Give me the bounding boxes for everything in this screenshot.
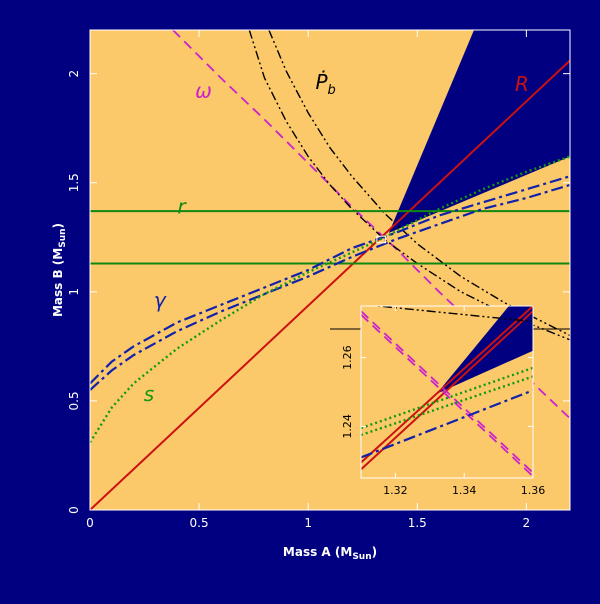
main-x-tick-label-0: 0: [86, 516, 94, 530]
curve-label-5-text: s: [144, 382, 154, 406]
inset-series-3-line: [361, 313, 533, 477]
inset-y-tick-label-0: 1.24: [341, 414, 354, 439]
curve-label-0: ω: [195, 79, 212, 103]
inset-series-6-line: [361, 375, 533, 437]
curve-label-2: R: [515, 72, 529, 96]
main-x-tick-label-1: 0.5: [190, 516, 209, 530]
inset-series-1-line: [361, 310, 533, 471]
inset-y-tick-label-1: 1.26: [341, 345, 354, 370]
inset-x-tick-label-1: 1.34: [452, 484, 477, 497]
main-frame: [89, 29, 571, 511]
inset-x-tick-label-2: 1.36: [521, 484, 546, 497]
main-y-tick-label-4: 2: [67, 70, 81, 78]
main-y-tick-label-3: 1.5: [67, 173, 81, 192]
y-axis-title-sub: Sun: [58, 228, 68, 247]
curve-label-0-text: ω: [195, 79, 212, 103]
inset-frame: [360, 305, 534, 479]
x-axis-title: Mass A (MSun): [283, 545, 377, 562]
main-series-6-line: [90, 175, 570, 385]
inset-series-5-line: [361, 366, 533, 430]
main-y-tick-label-1: 0.5: [67, 391, 81, 410]
curve-label-2-text: R: [515, 72, 529, 96]
main-x-tick-label-2: 1: [304, 516, 312, 530]
axis-titles: Mass A (MSun) Mass B (MSun): [51, 223, 377, 562]
inset-clip-group: [361, 306, 533, 477]
main-excluded-region: [388, 30, 570, 233]
curve-label-1-sub: b: [328, 83, 336, 98]
main-clip-group: [90, 30, 570, 510]
zoom-box: [376, 235, 387, 244]
main-y-tick-label-2: 1: [67, 288, 81, 296]
main-series-7-line: [90, 183, 570, 391]
x-axis-title-end: ): [372, 545, 377, 559]
y-axis-title-main: Mass B (M: [51, 248, 65, 317]
inset-series-0-line: [361, 306, 533, 464]
curve-label-3: r: [178, 194, 188, 218]
curve-label-1: Ṗb: [315, 70, 335, 98]
inset-x-tick-label-0: 1.32: [383, 484, 408, 497]
inset-series-7-line: [370, 306, 533, 323]
main-series-8-line: [90, 155, 570, 444]
curve-label-5: s: [144, 382, 154, 406]
curve-label-3-text: r: [178, 194, 188, 218]
curve-label-4-text: γ: [154, 288, 167, 312]
inset-plot: 1.32 1.34 1.36 1.24 1.26: [330, 305, 570, 497]
inset-series-4-line: [361, 389, 533, 459]
y-axis-title: Mass B (MSun): [51, 223, 68, 317]
main-series-2-line: [268, 30, 570, 337]
main-x-tick-label-4: 2: [523, 516, 531, 530]
x-axis-title-main: Mass A (M: [283, 545, 352, 559]
main-series-3-line: [90, 59, 570, 510]
curve-label-4: γ: [154, 288, 167, 312]
inset-series-2-line: [361, 310, 533, 474]
main-y-tick-label-0: 0: [67, 506, 81, 514]
x-axis-title-sub: Sun: [352, 552, 371, 562]
y-axis-title-end: ): [51, 223, 65, 228]
main-plot: 0 0.5 1 1.5 2 0 0.5 1 1.5 2 ω Ṗb Rr γ s: [67, 29, 571, 530]
main-x-tick-label-3: 1.5: [408, 516, 427, 530]
curve-label-1-text: Ṗ: [315, 70, 328, 94]
